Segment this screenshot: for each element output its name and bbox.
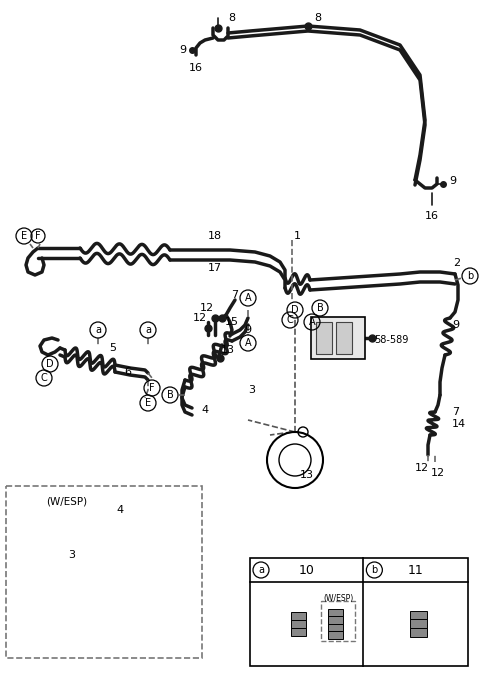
FancyBboxPatch shape (327, 631, 343, 639)
Text: 4: 4 (117, 505, 123, 515)
FancyBboxPatch shape (290, 628, 305, 635)
Text: C: C (287, 315, 293, 325)
FancyBboxPatch shape (290, 612, 305, 620)
Text: 13: 13 (300, 470, 314, 480)
FancyBboxPatch shape (410, 628, 427, 637)
FancyBboxPatch shape (316, 322, 332, 354)
Text: 14: 14 (452, 419, 466, 429)
Text: b: b (467, 271, 473, 281)
Text: 8: 8 (228, 13, 236, 23)
Text: a: a (258, 565, 264, 575)
Text: 10: 10 (299, 564, 314, 576)
FancyBboxPatch shape (327, 624, 343, 631)
Text: D: D (291, 305, 299, 315)
Text: E: E (21, 231, 27, 241)
Text: F: F (149, 383, 155, 393)
Text: F: F (35, 231, 41, 241)
Text: 12: 12 (415, 463, 429, 473)
Text: a: a (95, 325, 101, 335)
FancyBboxPatch shape (290, 620, 305, 628)
Text: 58-589: 58-589 (374, 335, 408, 345)
Text: 12: 12 (431, 468, 445, 478)
Text: 9: 9 (244, 325, 252, 335)
Text: b: b (371, 565, 377, 575)
Text: B: B (317, 303, 324, 313)
Text: 9: 9 (180, 45, 187, 55)
Text: A: A (245, 293, 252, 303)
Text: A: A (309, 317, 315, 327)
Text: B: B (167, 390, 173, 400)
Text: 11: 11 (408, 564, 423, 576)
Text: 9: 9 (452, 320, 459, 330)
FancyBboxPatch shape (410, 619, 427, 628)
FancyBboxPatch shape (336, 322, 352, 354)
Text: 15: 15 (225, 317, 239, 327)
Text: 3: 3 (69, 550, 75, 560)
FancyBboxPatch shape (6, 486, 202, 658)
Text: (W/ESP): (W/ESP) (46, 497, 87, 507)
Text: 4: 4 (202, 405, 209, 415)
Text: 3: 3 (249, 385, 255, 395)
Text: 7: 7 (452, 407, 459, 417)
Text: 9: 9 (449, 176, 456, 186)
Text: 16: 16 (425, 211, 439, 221)
Text: a: a (145, 325, 151, 335)
Text: 6: 6 (124, 367, 132, 377)
Text: 1: 1 (293, 231, 300, 241)
Text: 5: 5 (109, 343, 117, 353)
Text: (W/ESP): (W/ESP) (323, 593, 353, 603)
FancyBboxPatch shape (327, 608, 343, 616)
Text: 12: 12 (200, 303, 214, 313)
Text: 17: 17 (208, 263, 222, 273)
Text: C: C (41, 373, 48, 383)
Text: D: D (46, 359, 54, 369)
Text: 2: 2 (454, 258, 461, 268)
Text: 12: 12 (193, 313, 207, 323)
FancyBboxPatch shape (250, 558, 468, 666)
Text: 8: 8 (314, 13, 322, 23)
Text: 16: 16 (189, 63, 203, 73)
Text: 13: 13 (221, 345, 235, 355)
FancyBboxPatch shape (311, 317, 365, 359)
Text: E: E (145, 398, 151, 408)
Text: 7: 7 (231, 290, 239, 300)
Text: A: A (245, 338, 252, 348)
FancyBboxPatch shape (410, 610, 427, 619)
Text: 18: 18 (208, 231, 222, 241)
FancyBboxPatch shape (327, 616, 343, 624)
